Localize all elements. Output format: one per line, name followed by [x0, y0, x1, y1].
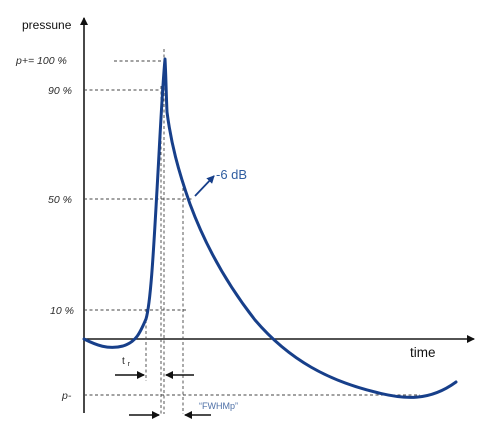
level-p-minus-label: p-	[61, 390, 72, 402]
y-axis-label: pressune	[22, 18, 72, 32]
fwhmp-label: “FWHMp”	[199, 401, 238, 411]
level-90-label: 90 %	[48, 85, 72, 97]
tr-main-text: t	[122, 356, 125, 367]
level-10-label: 10 %	[50, 305, 74, 317]
db-annotation-arrow	[194, 175, 215, 197]
tr-label: t r	[122, 356, 131, 368]
level-50-label: 50 %	[48, 194, 72, 206]
db-label: -6 dB	[216, 167, 247, 182]
x-axis-label: time	[410, 345, 436, 360]
pressure-pulse-curve	[82, 57, 458, 399]
level-p-plus-label: p+= 100 %	[15, 55, 67, 67]
tr-subscript-text: r	[128, 361, 131, 368]
